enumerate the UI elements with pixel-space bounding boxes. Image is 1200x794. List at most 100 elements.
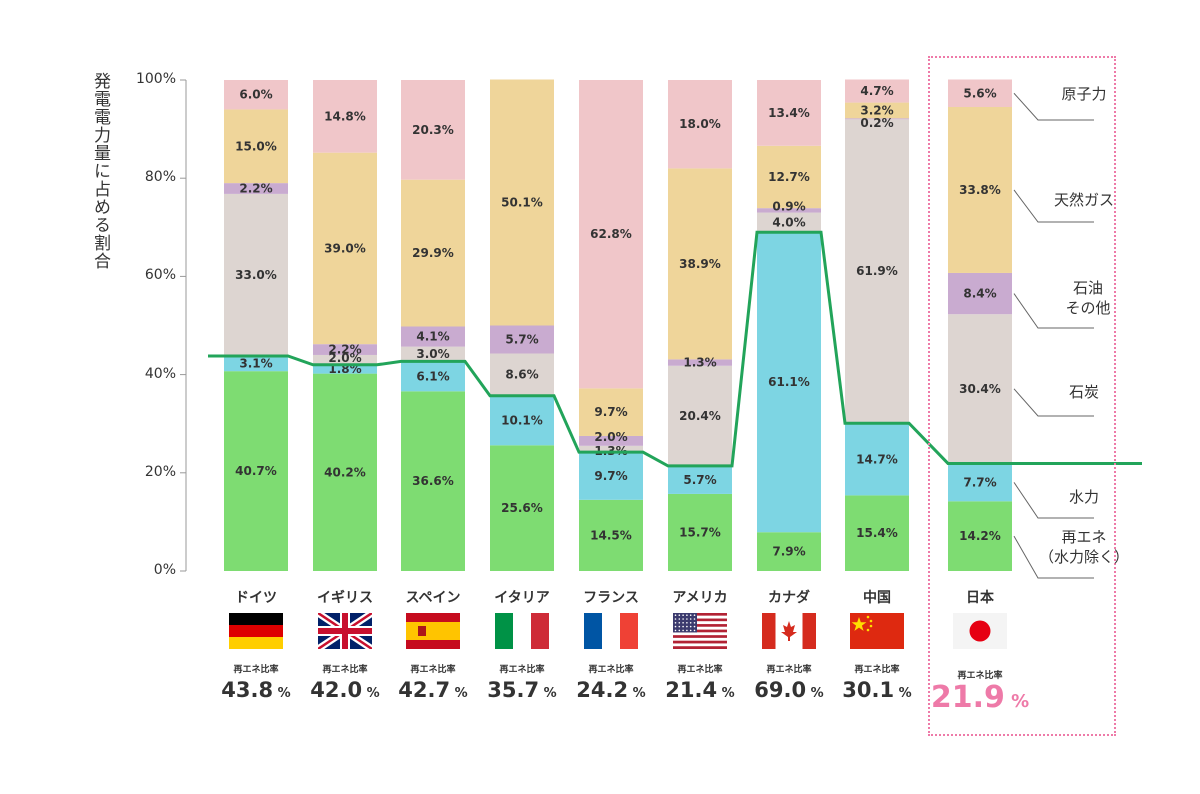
ratio-caption: 再エネ比率 [588,665,634,675]
segment-value-label: 40.7% [235,464,277,478]
segment-value-label: 0.9% [772,199,805,213]
category-label: ドイツ [235,590,277,606]
segment-value-label: 8.4% [963,287,996,301]
bar-segment-nuclear [668,80,732,169]
legend-label-oil: 石油 その他 [1065,279,1111,317]
renewable-line-layer [208,230,1142,468]
segment-value-label: 6.1% [416,369,449,383]
bar-segment-oil [948,272,1012,315]
bar-segment-coal [757,212,821,233]
category-label: 中国 [863,590,891,606]
segment-value-label: 20.3% [412,123,454,137]
renewable-ratio-value: 35.7 % [487,678,557,702]
segment-value-label: 8.6% [505,368,538,382]
flag-icon [584,613,638,649]
category-label: イタリア [494,590,550,606]
segment-value-label: 50.1% [501,196,543,210]
segment-value-label: 12.7% [768,170,810,184]
y-tick-label: 60% [144,267,176,284]
bar-segment-renewable [490,445,554,571]
renewable-ratio-value: 21.4 % [665,678,735,702]
bar-segment-nuclear [401,80,465,180]
renewable-ratio-value: 21.9 % [930,680,1030,715]
segment-value-label: 9.7% [594,405,627,419]
bar-segment-oil [845,118,909,120]
segment-value-label: 14.5% [590,528,632,542]
bar-segment-hydro [224,355,288,372]
legend-leader-line [1013,92,1094,121]
legend-leaders-layer [1013,92,1094,579]
bar-segment-oil [401,326,465,347]
segment-value-label: 7.9% [772,545,805,559]
category-label: 日本 [966,590,994,606]
bar-segment-nuclear [224,80,288,110]
flag-icon [495,613,549,649]
bar-segment-renewable [579,499,643,571]
renewable-ratio-value: 69.0 % [754,678,824,702]
flag-icon [673,613,727,649]
segment-value-label: 6.0% [239,88,272,102]
segment-value-label: 61.9% [856,264,898,278]
segment-value-label: 30.4% [959,382,1001,396]
bar-segment-renewable [948,501,1012,571]
bar-segment-gas [579,388,643,436]
bar-segment-coal [224,193,288,356]
ratio-caption: 再エネ比率 [766,665,812,675]
flag-icon [316,610,374,652]
bar-segment-coal [579,445,643,453]
bar-segment-hydro [313,364,377,374]
segment-value-label: 7.7% [963,475,996,489]
renewable-ratio-value: 42.7 % [398,678,468,702]
renewable-ratio-value: 43.8 % [221,678,291,702]
y-axis-title: 発電電力量に占める割合 [90,72,110,270]
segment-value-label: 15.0% [235,139,277,153]
segment-value-label: 4.0% [772,215,805,229]
legend-leader-line [1013,482,1094,519]
legend-label-nuclear: 原子力 [1061,85,1107,103]
axis-layer [180,79,187,572]
segment-value-label: 20.4% [679,409,721,423]
bars-layer [224,79,1012,571]
bar-segment-hydro [401,361,465,392]
y-tick-label: 100% [135,71,176,87]
bar-segment-gas [845,102,909,119]
segment-value-label: 5.7% [683,473,716,487]
bar-segment-renewable [845,495,909,571]
legend-leader-line [1013,535,1094,579]
segment-value-label: 25.6% [501,501,543,515]
segment-value-label: 14.2% [959,529,1001,543]
segment-value-label: 2.0% [328,351,361,365]
segment-value-label: 39.0% [324,241,366,255]
bar-segment-gas [490,79,554,326]
flag-icon [953,613,1007,649]
ratio-caption: 再エネ比率 [957,671,1003,681]
segment-value-label: 4.1% [416,330,449,344]
category-label: カナダ [768,590,810,606]
segment-value-label: 38.9% [679,257,721,271]
segment-labels-layer: 40.7%3.1%33.0%2.2%15.0%6.0%40.2%1.8%2.0%… [235,84,1001,559]
ratio-caption: 再エネ比率 [410,665,456,675]
bar-segment-nuclear [313,80,377,153]
ratio-caption: 再エネ比率 [677,665,723,675]
bar-segment-hydro [579,452,643,500]
category-label: スペイン [405,590,461,606]
ratio-caption: 再エネ比率 [499,665,545,675]
bar-segment-nuclear [579,80,643,389]
segment-value-label: 40.2% [324,465,366,479]
legend-leader-line [1013,189,1094,223]
segment-value-label: 3.2% [860,103,893,117]
bar-segment-hydro [490,395,554,446]
bar-segment-oil [668,359,732,366]
bar-segment-gas [757,145,821,209]
ratio-caption: 再エネ比率 [233,665,279,675]
category-label: フランス [583,590,639,606]
bar-segment-gas [313,152,377,345]
bar-segment-nuclear [948,79,1012,108]
segment-value-label: 29.9% [412,246,454,260]
legend-leader-line [1013,293,1094,329]
bar-segment-nuclear [845,79,909,103]
segment-value-label: 0.2% [860,116,893,130]
segment-value-label: 2.0% [594,430,627,444]
bar-segment-renewable [668,493,732,571]
